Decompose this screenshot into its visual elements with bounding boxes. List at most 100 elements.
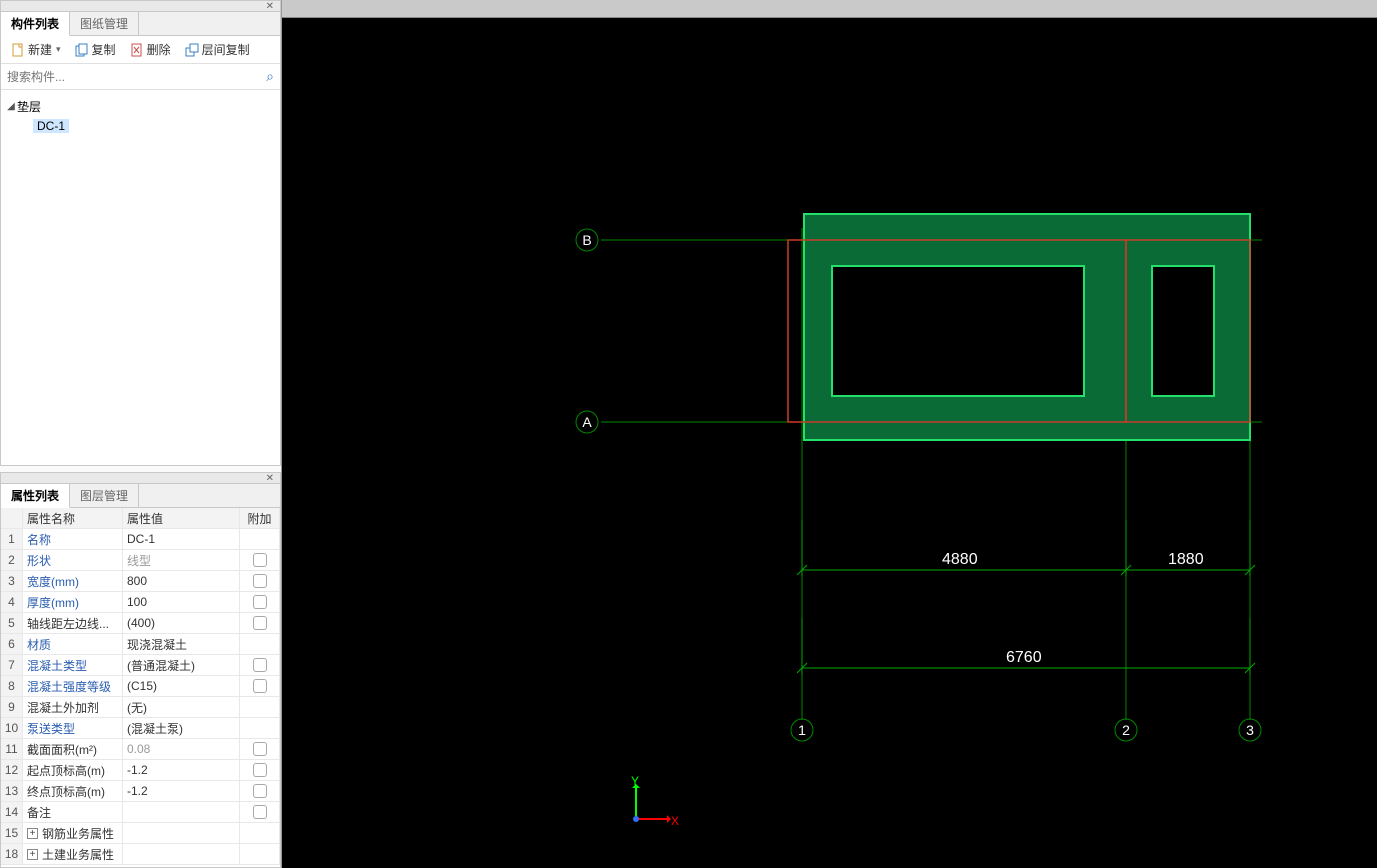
tab-properties[interactable]: 属性列表 xyxy=(1,484,70,508)
grid-row-value[interactable]: (400) xyxy=(123,613,240,633)
grid-row[interactable]: 11截面面积(m²)0.08 xyxy=(1,739,280,760)
grid-row-extra xyxy=(240,718,280,738)
svg-text:2: 2 xyxy=(1122,722,1130,738)
floor-copy-button[interactable]: 层间复制 xyxy=(179,39,256,60)
grid-row-value[interactable]: 现浇混凝土 xyxy=(123,634,240,654)
grid-row[interactable]: 12起点顶标高(m)-1.2 xyxy=(1,760,280,781)
grid-row[interactable]: 3宽度(mm)800 xyxy=(1,571,280,592)
tree-root[interactable]: ◢ 垫层 xyxy=(5,96,276,116)
grid-row-value[interactable]: 0.08 xyxy=(123,739,240,759)
expand-icon[interactable]: + xyxy=(27,828,38,839)
grid-row-value[interactable]: 800 xyxy=(123,571,240,591)
grid-row[interactable]: 15+钢筋业务属性 xyxy=(1,823,280,844)
grid-row-value[interactable]: (普通混凝土) xyxy=(123,655,240,675)
grid-row[interactable]: 14备注 xyxy=(1,802,280,823)
copy-label: 复制 xyxy=(92,41,116,58)
grid-row-idx: 14 xyxy=(1,802,23,822)
grid-row[interactable]: 2形状线型 xyxy=(1,550,280,571)
grid-row-idx: 3 xyxy=(1,571,23,591)
checkbox[interactable] xyxy=(253,595,267,609)
grid-row[interactable]: 4厚度(mm)100 xyxy=(1,592,280,613)
grid-row-value[interactable]: DC-1 xyxy=(123,529,240,549)
grid-row[interactable]: 6材质现浇混凝土 xyxy=(1,634,280,655)
grid-row-extra xyxy=(240,571,280,591)
checkbox[interactable] xyxy=(253,784,267,798)
checkbox[interactable] xyxy=(253,805,267,819)
grid-row-value[interactable]: -1.2 xyxy=(123,781,240,801)
floor-copy-label: 层间复制 xyxy=(202,41,250,58)
search-bar: ⌕ xyxy=(1,64,280,90)
checkbox[interactable] xyxy=(253,574,267,588)
checkbox[interactable] xyxy=(253,679,267,693)
grid-row[interactable]: 5轴线距左边线...(400) xyxy=(1,613,280,634)
grid-row-idx: 2 xyxy=(1,550,23,570)
grid-row-name: 混凝土类型 xyxy=(23,655,123,675)
grid-row-value[interactable]: 100 xyxy=(123,592,240,612)
collapse-icon[interactable]: ◢ xyxy=(5,101,17,112)
close-icon[interactable]: ✕ xyxy=(1,1,280,12)
grid-row-value[interactable] xyxy=(123,844,240,864)
grid-row[interactable]: 1名称DC-1 xyxy=(1,529,280,550)
x-axis-label: X xyxy=(671,814,679,828)
svg-text:A: A xyxy=(582,414,592,430)
svg-text:1880: 1880 xyxy=(1168,551,1204,568)
grid-row-name: 终点顶标高(m) xyxy=(23,781,123,801)
new-label: 新建 xyxy=(28,41,52,58)
grid-row-value[interactable]: (混凝土泵) xyxy=(123,718,240,738)
checkbox[interactable] xyxy=(253,553,267,567)
grid-row-name: 起点顶标高(m) xyxy=(23,760,123,780)
grid-row-name: +钢筋业务属性 xyxy=(23,823,123,843)
grid-row[interactable]: 10泵送类型(混凝土泵) xyxy=(1,718,280,739)
grid-row[interactable]: 8混凝土强度等级(C15) xyxy=(1,676,280,697)
grid-row-name: 宽度(mm) xyxy=(23,571,123,591)
drawing-svg: BA123488018806760 xyxy=(282,18,1377,868)
tab-drawing-mgmt[interactable]: 图纸管理 xyxy=(70,12,139,35)
grid-row[interactable]: 9混凝土外加剂(无) xyxy=(1,697,280,718)
grid-row[interactable]: 7混凝土类型(普通混凝土) xyxy=(1,655,280,676)
grid-row-extra xyxy=(240,613,280,633)
grid-row-value[interactable]: 线型 xyxy=(123,550,240,570)
tab-component-list[interactable]: 构件列表 xyxy=(1,12,70,36)
grid-row-value[interactable]: -1.2 xyxy=(123,760,240,780)
new-button[interactable]: 新建▾ xyxy=(5,39,67,60)
grid-row-value[interactable] xyxy=(123,802,240,822)
grid-row[interactable]: 13终点顶标高(m)-1.2 xyxy=(1,781,280,802)
grid-row-name: 混凝土强度等级 xyxy=(23,676,123,696)
grid-row-idx: 7 xyxy=(1,655,23,675)
grid-row-name: 混凝土外加剂 xyxy=(23,697,123,717)
grid-row-idx: 1 xyxy=(1,529,23,549)
grid-row-extra xyxy=(240,739,280,759)
grid-row-name: 轴线距左边线... xyxy=(23,613,123,633)
delete-button[interactable]: 删除 xyxy=(124,39,177,60)
search-icon[interactable]: ⌕ xyxy=(266,68,274,85)
tab-layers[interactable]: 图层管理 xyxy=(70,484,139,507)
checkbox[interactable] xyxy=(253,763,267,777)
copy-button[interactable]: 复制 xyxy=(69,39,122,60)
copy-icon xyxy=(75,43,89,57)
checkbox[interactable] xyxy=(253,658,267,672)
new-icon xyxy=(11,43,25,57)
grid-row-extra xyxy=(240,676,280,696)
search-input[interactable] xyxy=(7,70,266,84)
grid-header-value: 属性值 xyxy=(123,508,240,528)
drawing-canvas[interactable]: BA123488018806760 Y X xyxy=(282,0,1377,868)
grid-row-extra xyxy=(240,697,280,717)
expand-icon[interactable]: + xyxy=(27,849,38,860)
delete-label: 删除 xyxy=(147,41,171,58)
tree-item-dc1[interactable]: DC-1 xyxy=(5,116,276,136)
checkbox[interactable] xyxy=(253,742,267,756)
grid-row-idx: 4 xyxy=(1,592,23,612)
checkbox[interactable] xyxy=(253,616,267,630)
close-icon[interactable]: ✕ xyxy=(1,473,280,484)
grid-row-value[interactable]: (无) xyxy=(123,697,240,717)
grid-row-idx: 11 xyxy=(1,739,23,759)
grid-row-value[interactable]: (C15) xyxy=(123,676,240,696)
grid-header-extra: 附加 xyxy=(240,508,280,528)
property-tabs: 属性列表 图层管理 xyxy=(1,484,280,508)
grid-row-value[interactable] xyxy=(123,823,240,843)
grid-row-name: 厚度(mm) xyxy=(23,592,123,612)
grid-row-name: 泵送类型 xyxy=(23,718,123,738)
grid-row[interactable]: 18+土建业务属性 xyxy=(1,844,280,865)
floor-copy-icon xyxy=(185,43,199,57)
svg-text:6760: 6760 xyxy=(1006,649,1042,666)
